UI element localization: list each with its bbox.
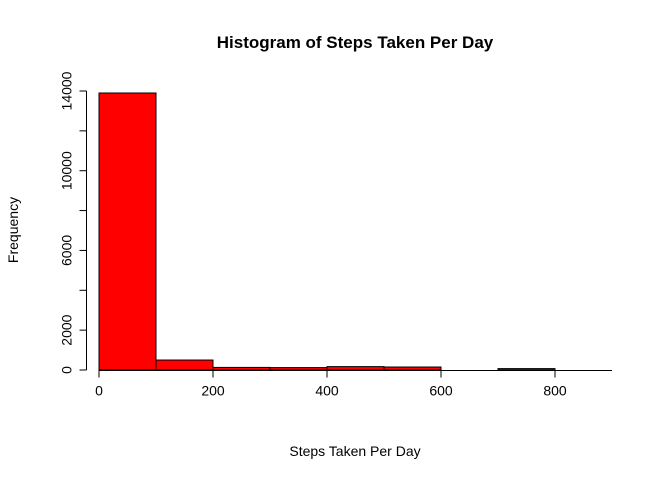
x-axis: 0 200 400 600 800 [95,370,612,399]
y-tick-label: 2000 [59,314,75,345]
y-tick-label: 10000 [59,151,75,190]
y-tick-label: 14000 [59,71,75,110]
x-tick-label: 400 [315,383,339,399]
x-axis-label: Steps Taken Per Day [289,443,420,459]
y-axis: 0 2000 6000 10000 14000 [59,71,87,374]
x-tick-label: 800 [543,383,567,399]
chart-title: Histogram of Steps Taken Per Day [217,33,494,52]
x-tick-label: 0 [95,383,103,399]
histogram-bar [326,366,385,371]
histogram-bar [269,367,328,371]
histogram-bar [383,366,442,371]
histogram-bar [497,368,556,371]
y-tick-label: 0 [59,366,75,374]
histogram-bar [212,366,271,371]
y-axis-label: Frequency [5,197,21,263]
x-tick-label: 600 [429,383,453,399]
histogram-bar [98,92,157,371]
histogram-bar [155,359,214,371]
bars-group [98,92,556,371]
x-tick-label: 200 [201,383,225,399]
y-tick-label: 6000 [59,235,75,266]
